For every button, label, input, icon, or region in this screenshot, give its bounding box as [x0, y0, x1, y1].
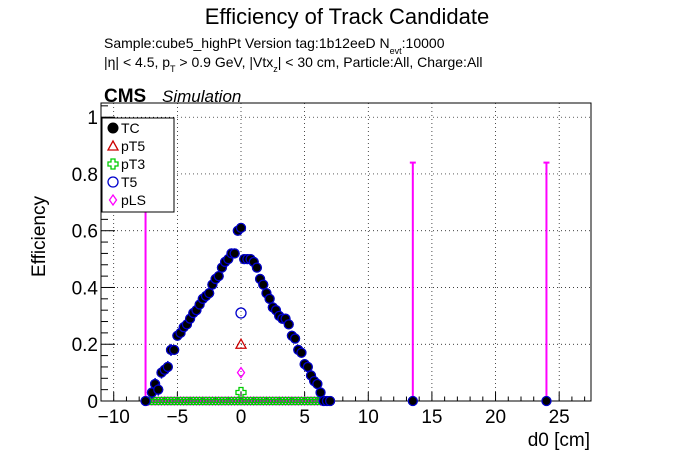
x-tick-label: −5: [167, 407, 189, 428]
cms-label: CMS: [104, 86, 146, 107]
plot-frame: [100, 102, 592, 402]
t5-point: [140, 395, 151, 407]
legend-marker-pt3: [107, 158, 119, 170]
header-line-2: |η| < 4.5, pT > 0.9 GeV, |Vtxz| < 30 cm,…: [104, 54, 483, 74]
data-marks: [140, 161, 552, 407]
y-tick-labels: 0 0.2 0.4 0.6 0.8 1: [72, 108, 99, 413]
legend-label-pt5: pT5: [121, 138, 145, 154]
t5-point: [251, 262, 263, 273]
simulation-label: Simulation: [162, 87, 241, 106]
y-tick-label: 0.6: [72, 222, 98, 243]
t5-point: [153, 384, 164, 395]
plot-title: Efficiency of Track Candidate: [205, 4, 490, 29]
legend-marker-tc: [107, 122, 119, 134]
legend-label-tc: TC: [121, 120, 140, 136]
t5-point: [289, 333, 301, 344]
x-tick-label: 10: [358, 407, 379, 428]
y-axis-label: Efficiency: [29, 196, 50, 277]
t5-point: [296, 347, 307, 358]
legend: TC pT5 pT3 T5 pLS: [101, 117, 175, 213]
x-tick-labels: −10 −5 0 5 10 15 20 25: [98, 407, 570, 428]
t5-point: [283, 319, 294, 330]
t5-point: [407, 395, 418, 407]
pt3-point: [235, 386, 247, 399]
legend-label-t5: T5: [121, 174, 138, 190]
x-tick-label: 15: [421, 407, 442, 428]
t5-point: [235, 307, 247, 319]
t5-point: [169, 344, 180, 356]
t5-point: [162, 361, 173, 373]
t5-point: [229, 248, 240, 259]
pt5-point: [234, 337, 248, 349]
plot-grid: [101, 103, 591, 402]
legend-marker-pls: [108, 193, 118, 207]
legend-marker-t5: [107, 176, 119, 188]
x-tick-label: 20: [485, 407, 506, 428]
pls-point: [236, 366, 246, 379]
x-tick-label: 25: [549, 407, 570, 428]
y-tick-label: 0.2: [72, 335, 98, 356]
legend-label-pt3: pT3: [121, 156, 145, 172]
t5-point: [541, 395, 552, 407]
t5-point: [324, 395, 336, 407]
y-tick-label: 0: [87, 392, 98, 413]
legend-marker-pt5: [106, 139, 120, 151]
t5-point: [235, 222, 247, 234]
x-tick-label: 5: [299, 407, 310, 428]
header-line-1: Sample:cube5_highPt Version tag:1b12eeD …: [104, 35, 445, 56]
x-axis-label: d0 [cm]: [528, 430, 590, 451]
x-tick-label: 0: [236, 407, 247, 428]
legend-label-pls: pLS: [121, 192, 146, 208]
x-tick-label: −10: [98, 407, 130, 428]
y-tick-label: 0.4: [72, 278, 99, 299]
y-tick-label: 0.8: [72, 165, 98, 186]
y-tick-label: 1: [87, 108, 98, 129]
